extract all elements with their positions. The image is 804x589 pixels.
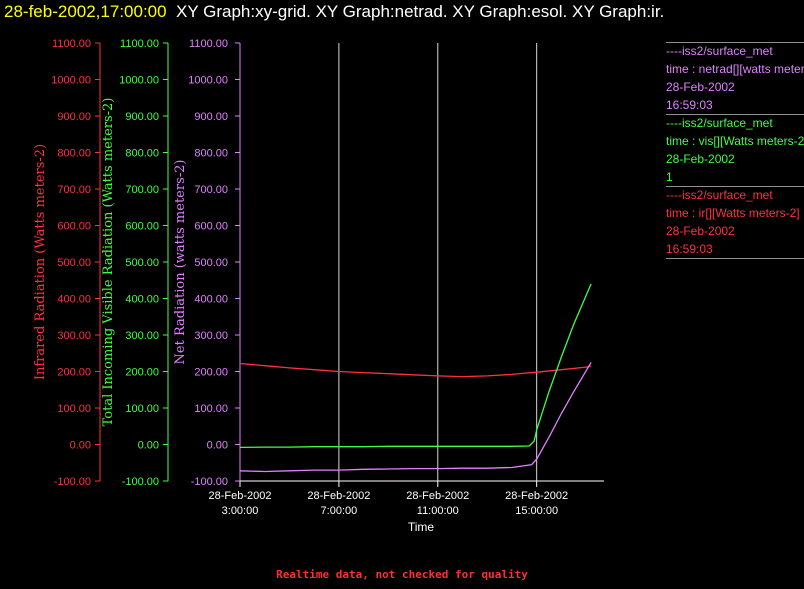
x-tick-label-date: 28-Feb-2002 [209,490,272,502]
y-axis-0-tick-label: 200.00 [57,367,91,379]
y-axis-1-tick-label: -100.00 [122,476,159,488]
y-axis-0-tick-label: 0.00 [70,440,91,452]
y-axis-1-tick-label: 800.00 [125,148,159,160]
legend-var: time : vis[][Watts meters-2] [666,134,804,148]
y-axis-0-tick-label: 500.00 [57,257,91,269]
title-timestamp: 28-feb-2002,17:00:00 [4,2,167,21]
legend-divider [666,114,804,115]
y-axis-1-tick-label: 1000.00 [119,75,159,87]
x-tick-label-date: 28-Feb-2002 [505,490,568,502]
y-axis-2-tick-label: 0.00 [207,440,228,452]
x-tick-label-time: 11:00:00 [417,505,459,517]
y-axis-0-tick-label: 900.00 [57,111,91,123]
y-axis-0-tick-label: 1000.00 [51,75,91,87]
quality-note: Realtime data, not checked for quality [276,568,528,581]
y-axis-1-tick-label: 1100.00 [120,38,159,50]
y-axis-2-tick-label: 200.00 [194,367,228,379]
y-axis-2-title: Net Radiation (watts meters-2) [173,160,188,365]
y-axis-1-title: Total Incoming Visible Radiation (Watts … [101,98,116,427]
y-axis-1-tick-label: 400.00 [125,294,159,306]
x-tick-label-time: 15:00:00 [515,505,558,517]
y-axis-2-tick-label: 600.00 [194,221,228,233]
y-axis-2-tick-label: 500.00 [194,257,228,269]
y-axis-1-tick-label: 600.00 [125,221,159,233]
legend-date: 28-Feb-2002 [666,80,735,94]
y-axis-2-tick-label: 1000.00 [188,75,228,87]
y-axis-1-tick-label: 700.00 [125,184,159,196]
y-axis-0-tick-label: 800.00 [57,148,91,160]
y-axis-2-tick-label: 800.00 [194,148,228,160]
y-axis-1-tick-label: 300.00 [125,330,159,342]
legend-time: 16:59:03 [666,242,713,256]
y-axis-2-tick-label: 700.00 [194,184,228,196]
y-axis-0-tick-label: -100.00 [54,476,91,488]
x-axis-title: Time [408,520,435,534]
legend-divider [666,186,804,187]
y-axis-0-title: Infrared Radiation (Watts meters-2) [33,144,48,380]
x-tick-label-date: 28-Feb-2002 [307,490,370,502]
y-axis-2-tick-label: 900.00 [194,111,228,123]
y-axis-2-tick-label: 400.00 [194,294,228,306]
x-tick-label-time: 3:00:00 [222,505,259,517]
y-axis-1-tick-label: 100.00 [125,403,159,415]
y-axis-2-tick-label: 1100.00 [189,38,228,50]
y-axis-1-tick-label: 900.00 [125,111,159,123]
y-axis-0-tick-label: 700.00 [57,184,91,196]
legend-divider [666,258,804,259]
y-axis-1-tick-label: 200.00 [125,367,159,379]
legend-date: 28-Feb-2002 [666,224,735,238]
y-axis-2-tick-label: 300.00 [194,330,228,342]
y-axis-2-tick-label: 100.00 [194,403,228,415]
legend-source: ----iss2/surface_met [666,116,773,130]
y-axis-1-tick-label: 0.00 [138,440,159,452]
x-tick-label-date: 28-Feb-2002 [406,490,469,502]
x-tick-label-time: 7:00:00 [321,505,358,517]
series-line-ir [239,362,592,378]
legend-source: ----iss2/surface_met [666,188,773,202]
y-axis-0-tick-label: 1100.00 [52,38,91,50]
y-axis-0-tick-label: 300.00 [57,330,91,342]
series-line-netrad [239,362,592,473]
y-axis-1-tick-label: 500.00 [125,257,159,269]
title-graph-list: XY Graph:xy-grid. XY Graph:netrad. XY Gr… [176,2,665,21]
y-axis-2-tick-label: -100.00 [191,476,228,488]
window-title: 28-feb-2002,17:00:00 XY Graph:xy-grid. X… [4,2,664,22]
legend-date: 28-Feb-2002 [666,152,735,166]
legend-time: 1 [666,170,673,184]
legend-divider [666,42,804,43]
legend-var: time : netrad[][watts meters-2] [666,62,804,76]
y-axis-0-tick-label: 600.00 [57,221,91,233]
y-axis-0-tick-label: 100.00 [57,403,91,415]
legend-source: ----iss2/surface_met [666,44,773,58]
y-axis-0-tick-label: 400.00 [57,294,91,306]
series-line-vis [239,283,592,449]
legend-var: time : ir[][Watts meters-2] [666,206,800,220]
legend-time: 16:59:03 [666,98,713,112]
